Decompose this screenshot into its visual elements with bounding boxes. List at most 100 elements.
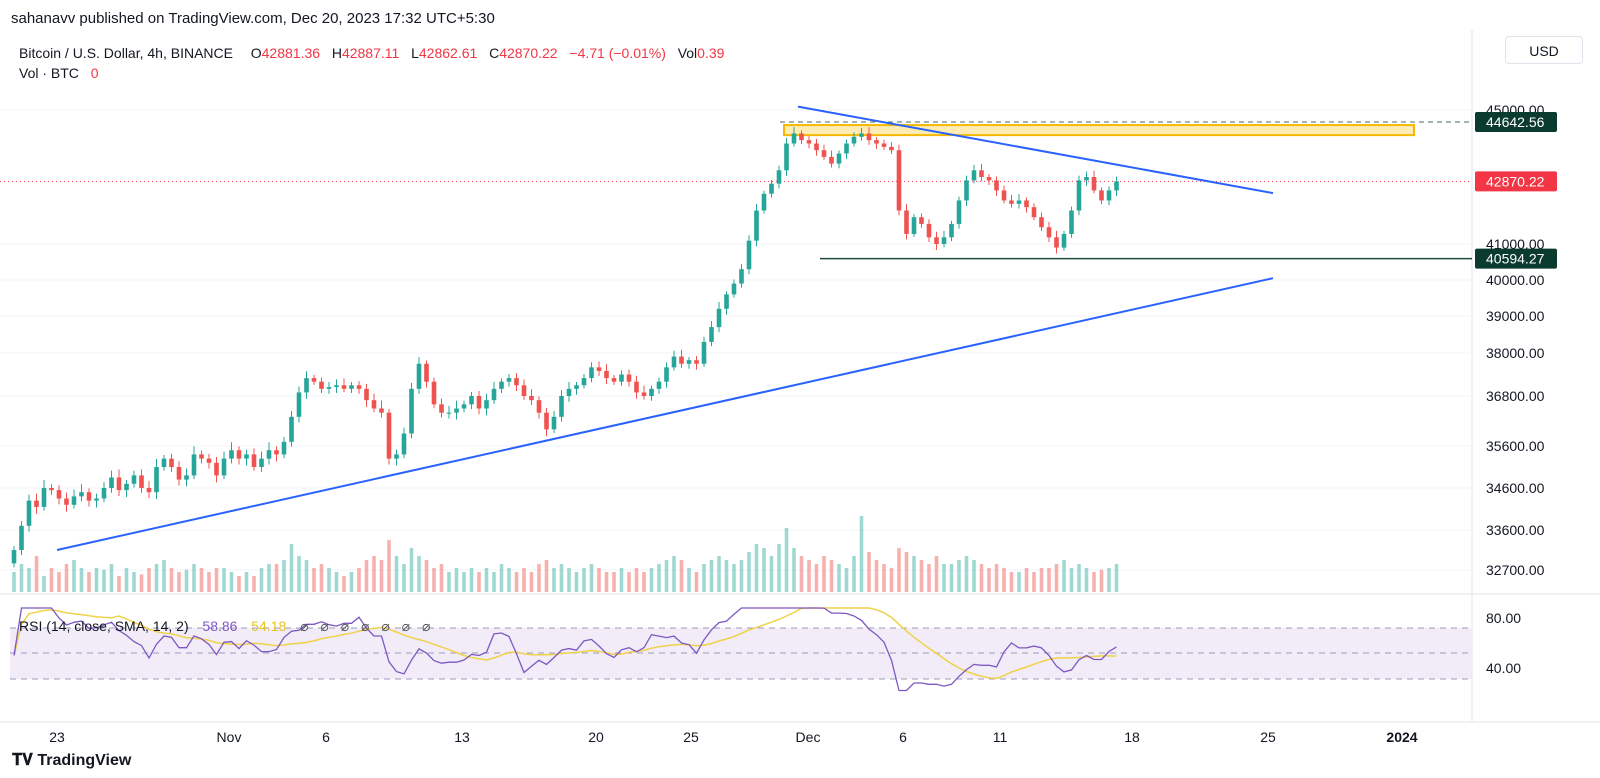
close-label: C — [489, 45, 500, 61]
tradingview-logo: 𝐓𝐕 TradingView — [12, 752, 131, 770]
price-tag — [1475, 111, 1557, 132]
volume-bar — [327, 568, 331, 592]
volume-bar — [1002, 568, 1006, 592]
time-tick-label: 2024 — [1386, 729, 1417, 745]
volume-bar — [852, 556, 856, 592]
volume-bar — [117, 576, 121, 592]
volume-bar — [822, 556, 826, 592]
candle-body — [161, 458, 167, 467]
volume-bar — [702, 564, 706, 592]
symbol-title[interactable]: Bitcoin / U.S. Dollar, 4h, BINANCE — [19, 45, 233, 61]
candle-body — [26, 500, 32, 526]
volume-bar — [1077, 564, 1081, 592]
volume-series-value: 0 — [90, 65, 99, 81]
volume-bar — [732, 564, 736, 592]
candle-body — [911, 217, 917, 234]
volume-bar — [1107, 568, 1111, 592]
candle-body — [266, 450, 272, 459]
candle-body — [896, 150, 902, 211]
rsi-tick-label: 80.00 — [1486, 610, 1521, 626]
volume-bar — [147, 568, 151, 592]
candle-body — [634, 381, 639, 393]
candle-body — [221, 458, 227, 476]
volume-bar — [514, 572, 519, 592]
price-tick-label: 40000.00 — [1486, 272, 1545, 288]
candle-body — [454, 408, 459, 413]
rsi-legend: RSI (14, close, SMA, 14, 2) 58.86 54.18 … — [19, 618, 434, 635]
volume-bar — [859, 516, 864, 592]
volume-bar — [687, 568, 691, 592]
candle-body — [319, 381, 324, 389]
volume-bar — [259, 568, 264, 592]
volume-bar — [49, 568, 54, 592]
candle-body — [499, 381, 504, 389]
candle-body — [971, 170, 977, 181]
volume-bar — [874, 560, 879, 592]
candle-body — [761, 193, 767, 211]
tv-logo-icon: 𝐓𝐕 — [12, 752, 33, 769]
volume-bar — [934, 556, 939, 592]
rsi-label[interactable]: RSI (14, close, SMA, 14, 2) — [19, 618, 189, 634]
rsi-settings-icons[interactable]: ⌀ ⌀ ⌀ ⌀ ⌀ ⌀ ⌀ — [300, 618, 435, 634]
time-tick-label: 25 — [683, 729, 699, 745]
candle-body — [311, 378, 317, 382]
volume-bar — [372, 556, 376, 592]
volume-bar — [829, 560, 834, 592]
volume-bar — [844, 568, 849, 592]
high-value: 42887.11 — [341, 45, 400, 61]
candle-body — [836, 153, 842, 164]
currency-button[interactable]: USD — [1505, 36, 1583, 64]
volume-bar — [79, 568, 84, 592]
volume-legend-row: Vol · BTC 0 — [19, 63, 724, 83]
volume-bar — [1054, 564, 1059, 592]
volume-series-label[interactable]: Vol · BTC — [19, 65, 79, 81]
candle-body — [521, 385, 527, 396]
volume-bar — [19, 564, 24, 592]
candle-body — [574, 385, 579, 389]
candle-body — [769, 183, 774, 194]
candle-body — [559, 396, 564, 417]
volume-bar — [162, 560, 166, 592]
candle-body — [889, 146, 894, 151]
volume-bar — [499, 564, 504, 592]
volume-bar — [124, 568, 129, 592]
volume-bar — [912, 556, 916, 592]
price-tick-label: 34600.00 — [1486, 480, 1545, 496]
candle-body — [424, 363, 429, 382]
volume-bar — [402, 564, 406, 592]
time-tick-label: 13 — [454, 729, 470, 745]
candle-body — [139, 475, 144, 488]
volume-bar — [469, 568, 474, 592]
vol-value: 0.39 — [697, 45, 725, 61]
candle-body — [1016, 200, 1022, 204]
candle-body — [356, 385, 362, 389]
volume-bar — [889, 568, 894, 592]
candle-body — [881, 143, 887, 147]
price-tick-label: 44642.56 — [1486, 114, 1545, 130]
volume-bar — [94, 568, 99, 592]
volume-bar — [739, 560, 744, 592]
candle-body — [754, 210, 759, 241]
volume-bar — [72, 560, 76, 592]
candle-body — [184, 475, 189, 480]
price-tag — [1475, 171, 1557, 192]
candle-body — [529, 396, 534, 401]
volume-bar — [972, 560, 976, 592]
high-label: H — [331, 45, 342, 61]
candle-body — [1061, 233, 1067, 248]
candle-body — [791, 133, 797, 144]
candle-body — [409, 388, 414, 434]
volume-bar — [582, 568, 586, 592]
rsi-value: 58.86 — [202, 618, 238, 634]
volume-bar — [612, 572, 616, 592]
volume-bar — [964, 556, 969, 592]
volume-bar — [342, 576, 346, 592]
volume-bar — [717, 556, 721, 592]
candle-body — [469, 396, 474, 405]
volume-bar — [1069, 568, 1074, 592]
candle-body — [611, 378, 617, 382]
volume-bar — [484, 568, 489, 592]
volume-bar — [942, 564, 946, 592]
volume-bar — [709, 560, 714, 592]
